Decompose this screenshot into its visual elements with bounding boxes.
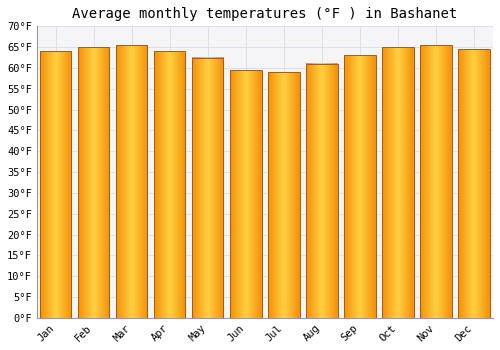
Bar bbox=[268, 72, 300, 318]
Bar bbox=[40, 51, 72, 318]
Bar bbox=[420, 45, 452, 318]
Title: Average monthly temperatures (°F ) in Bashanet: Average monthly temperatures (°F ) in Ba… bbox=[72, 7, 458, 21]
Bar bbox=[344, 55, 376, 318]
Bar bbox=[230, 70, 262, 318]
Bar bbox=[192, 57, 224, 318]
Bar bbox=[78, 47, 110, 318]
Bar bbox=[382, 47, 414, 318]
Bar bbox=[458, 49, 490, 318]
Bar bbox=[116, 45, 148, 318]
Bar bbox=[154, 51, 186, 318]
Bar bbox=[306, 64, 338, 318]
